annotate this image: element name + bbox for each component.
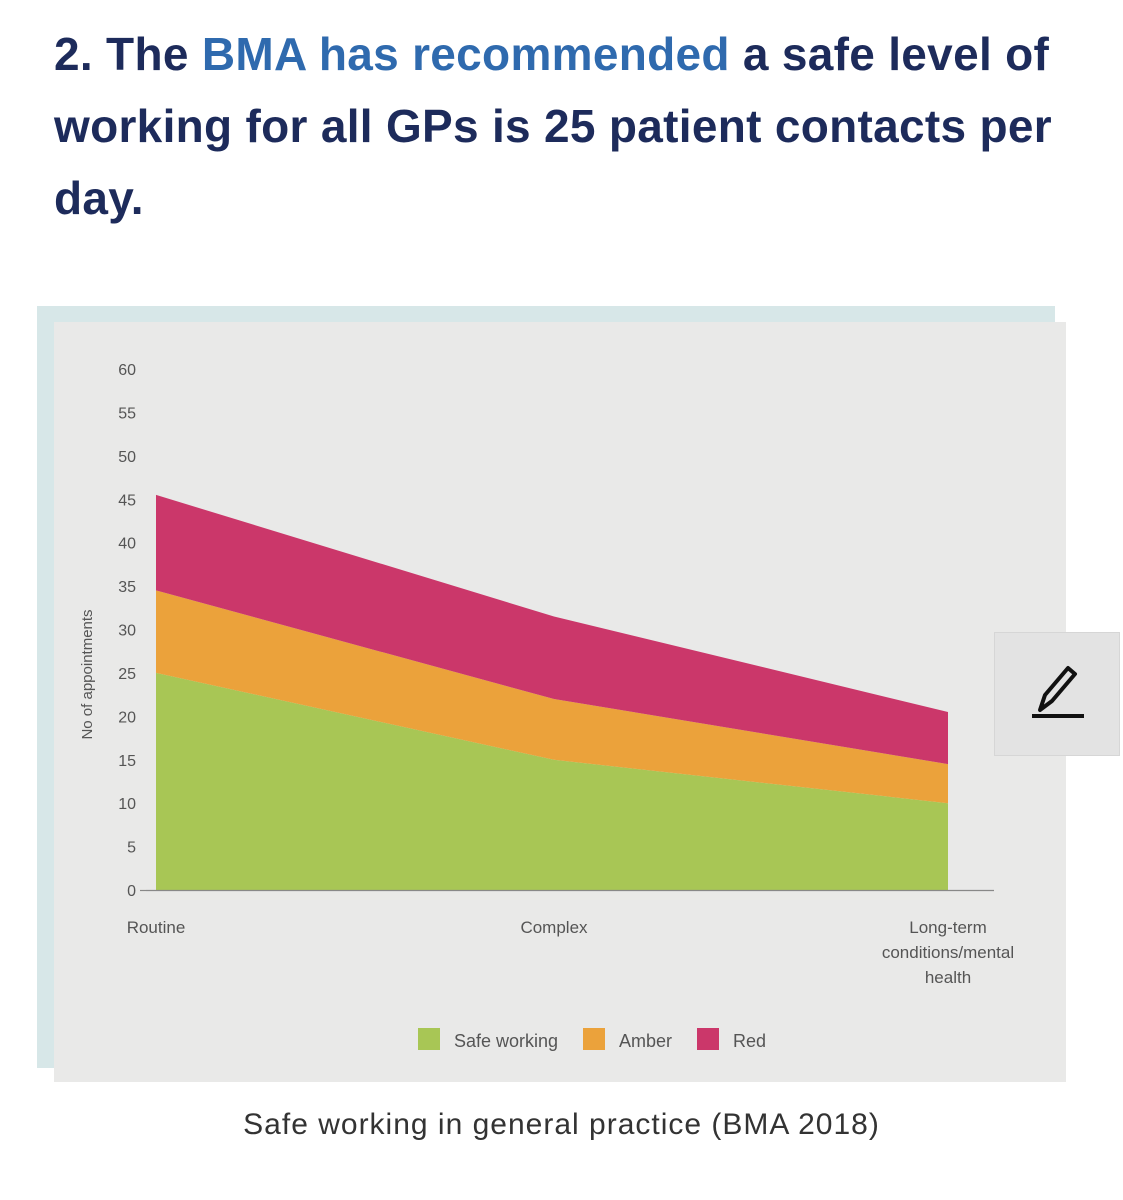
area-safe-working bbox=[156, 672, 948, 890]
legend-label-safe-working: Safe working bbox=[454, 1031, 558, 1051]
y-tick-label: 0 bbox=[127, 883, 136, 900]
pencil-icon bbox=[1032, 666, 1084, 718]
x-tick-label: Complex bbox=[520, 918, 588, 937]
y-tick-label: 40 bbox=[118, 536, 136, 553]
y-tick-label: 30 bbox=[118, 623, 136, 640]
y-tick-label: 60 bbox=[118, 362, 136, 379]
y-tick-label: 50 bbox=[118, 449, 136, 466]
area-amber bbox=[156, 590, 948, 804]
heading-prefix: 2. The bbox=[54, 28, 202, 80]
legend-swatch-red bbox=[697, 1028, 719, 1050]
x-tick-label: Long-term conditions/mental health bbox=[882, 918, 1014, 987]
figure-caption: Safe working in general practice (BMA 20… bbox=[243, 1108, 880, 1141]
area-red bbox=[156, 494, 948, 765]
x-tick-label: Routine bbox=[127, 918, 186, 937]
chart-panel: 0 5 10 15 20 25 30 35 40 45 50 55 60 No of appointmen… bbox=[54, 322, 1066, 1082]
page-heading: 2. The BMA has recommended a safe level … bbox=[54, 18, 1094, 234]
legend-label-amber: Amber bbox=[619, 1031, 672, 1051]
legend-swatch-amber bbox=[583, 1028, 605, 1050]
y-tick-label: 20 bbox=[118, 709, 136, 726]
y-tick-label: 55 bbox=[118, 405, 136, 422]
legend-label-red: Red bbox=[733, 1031, 766, 1051]
y-tick-label: 15 bbox=[118, 753, 136, 770]
heading-rest: a safe level of working for all GPs is 2… bbox=[54, 28, 1052, 224]
edit-button[interactable] bbox=[994, 632, 1120, 756]
y-tick-label: 35 bbox=[118, 579, 136, 596]
y-tick-label: 5 bbox=[127, 840, 136, 857]
heading-highlight-link[interactable]: BMA has recommended bbox=[201, 28, 730, 80]
y-tick-label: 10 bbox=[118, 796, 136, 813]
y-axis-title: No of appointments bbox=[79, 609, 96, 739]
legend-swatch-safe-working bbox=[418, 1028, 440, 1050]
y-tick-label: 45 bbox=[118, 492, 136, 509]
y-tick-label: 25 bbox=[118, 666, 136, 683]
area-chart: 0 5 10 15 20 25 30 35 40 45 50 55 60 No of appointmen… bbox=[79, 362, 1014, 1051]
